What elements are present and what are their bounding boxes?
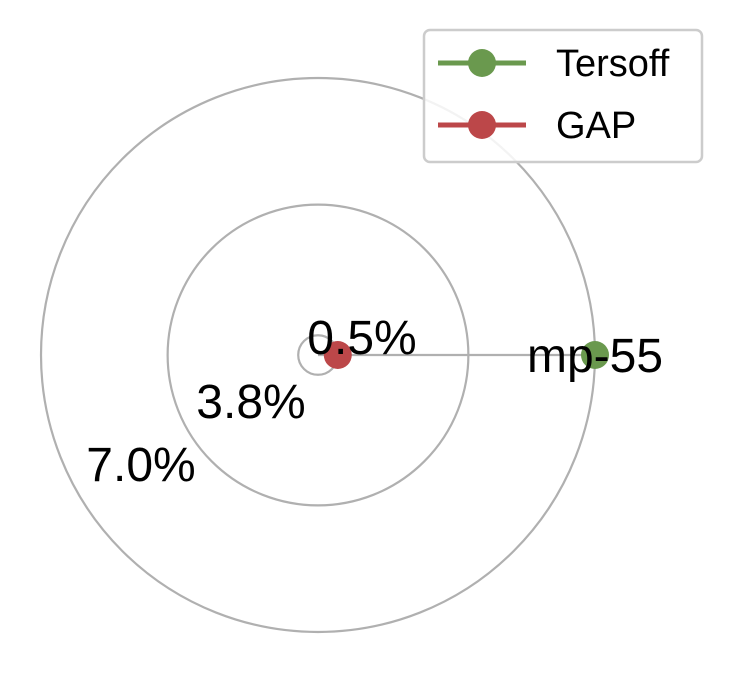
legend-label-tersoff: Tersoff	[556, 43, 670, 85]
radial-tick-label: 3.8%	[196, 376, 305, 429]
label-layer: 0.5%3.8%7.0% mp-55	[86, 312, 663, 492]
legend-label-gap: GAP	[556, 105, 636, 147]
radial-tick-label: 0.5%	[307, 312, 416, 365]
radial-tick-label: 7.0%	[86, 439, 195, 492]
legend-marker-tersoff	[468, 49, 496, 77]
data-point-gap	[323, 341, 352, 369]
category-label: mp-55	[527, 330, 663, 383]
data-point-tersoff	[581, 341, 609, 369]
legend: Tersoff GAP	[422, 28, 704, 164]
series-layer	[323, 341, 609, 369]
legend-marker-gap	[468, 111, 496, 139]
